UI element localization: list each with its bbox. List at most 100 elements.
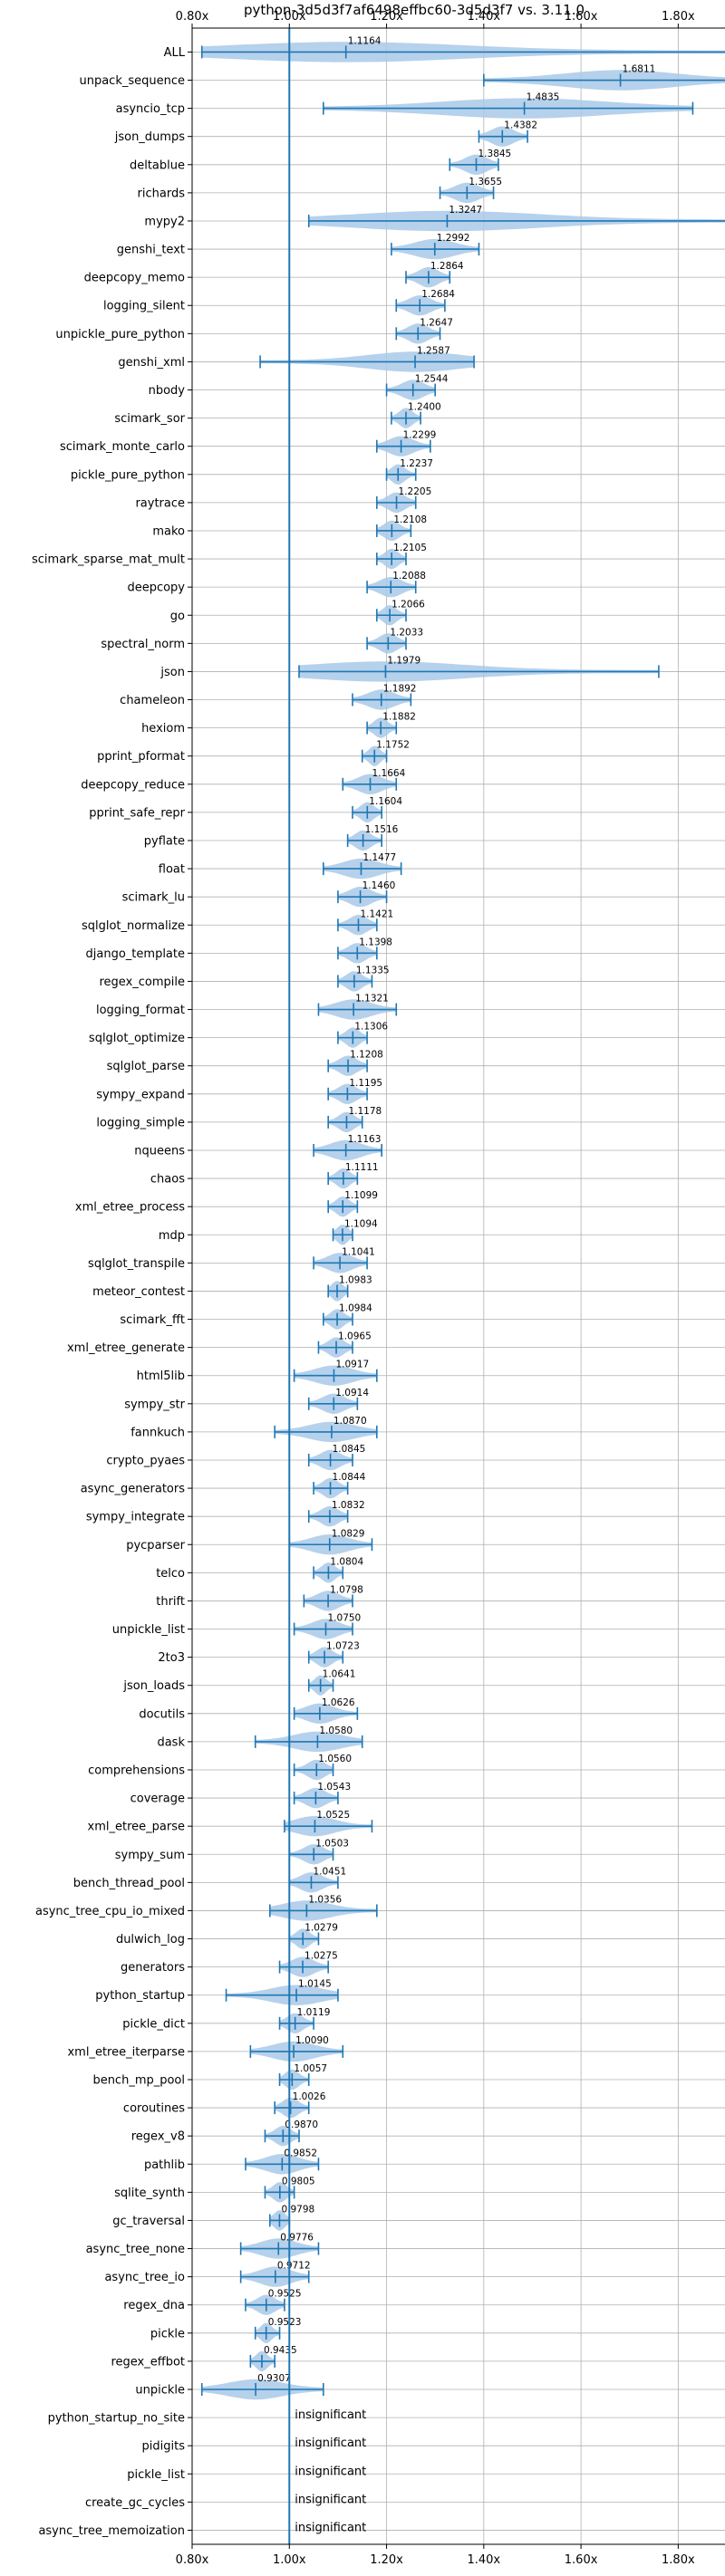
x-tick-label-top: 1.80x [662, 10, 695, 24]
benchmark-label: xml_etree_iterparse [67, 2045, 185, 2059]
benchmark-label: xml_etree_parse [88, 1821, 185, 1834]
benchmark-label: scimark_monte_carlo [60, 440, 185, 454]
value-label: 1.0525 [316, 1810, 350, 1821]
benchmark-label: sympy_expand [96, 1088, 185, 1101]
value-label: 1.0983 [339, 1274, 372, 1285]
value-label: 1.1752 [376, 740, 410, 751]
value-label: 1.3655 [469, 177, 502, 187]
x-tick-label-top: 1.20x [370, 10, 403, 24]
benchmark-label: comprehensions [88, 1764, 185, 1777]
axis-layer: 0.80x 0.80x 1.00x 1.00x 1.20x 1.20x 1.40x 1.40x… [32, 10, 695, 2567]
value-label: 1.1664 [372, 768, 406, 779]
value-label: 1.0804 [330, 1556, 363, 1567]
benchmark-label: pathlib [144, 2158, 185, 2172]
value-label: 1.1604 [369, 796, 402, 807]
benchmark-label: json [160, 666, 185, 679]
value-label: 1.2205 [399, 486, 432, 497]
value-label: 1.2105 [393, 543, 427, 553]
benchmark-label: deepcopy_reduce [81, 778, 185, 792]
benchmark-label: regex_effbot [111, 2355, 185, 2369]
value-label: 1.2992 [437, 233, 470, 244]
value-label: 1.0057 [294, 2063, 327, 2074]
value-label: 1.2647 [420, 317, 453, 328]
value-label: 0.9805 [282, 2176, 315, 2187]
value-label: 1.1164 [348, 35, 382, 46]
value-label: 1.0641 [323, 1669, 356, 1680]
benchmark-label: 2to3 [158, 1651, 185, 1665]
value-label: 1.0870 [334, 1416, 367, 1427]
benchmark-label: pycparser [126, 1539, 185, 1552]
benchmark-label: mako [152, 524, 185, 538]
benchmark-label: python_startup_no_site [48, 2412, 185, 2426]
value-label: 1.0119 [297, 2007, 331, 2018]
value-label: 1.0090 [295, 2035, 329, 2046]
benchmark-label: regex_dna [123, 2299, 185, 2312]
value-label: 1.0798 [330, 1584, 363, 1595]
value-label: 1.2684 [421, 289, 455, 300]
insignificant-label: insignificant [295, 2465, 366, 2478]
x-tick-label-bottom: 1.40x [467, 2553, 500, 2567]
marks-layer: 1.1164 1.6811 1.4835 1.4382 1.3845 1.3655 1.32… [200, 28, 725, 2544]
benchmark-label: thrift [156, 1595, 185, 1609]
benchmark-label: logging_silent [103, 300, 185, 313]
insignificant-label: insignificant [295, 2437, 366, 2450]
value-label: 1.2864 [430, 261, 464, 272]
value-label: 0.9523 [268, 2317, 302, 2328]
benchmark-label: richards [138, 187, 186, 200]
value-label: 1.1979 [387, 655, 420, 666]
value-label: 1.1398 [359, 937, 392, 947]
insignificant-label: insignificant [295, 2408, 366, 2422]
benchmark-label: genshi_xml [118, 356, 185, 370]
value-label: 0.9307 [257, 2373, 291, 2384]
value-label: 1.1477 [362, 852, 396, 863]
benchmark-label: logging_format [96, 1004, 185, 1017]
benchmark-label: genshi_text [117, 244, 185, 257]
value-label: 1.4835 [527, 92, 560, 103]
benchmark-label: ALL [164, 46, 186, 60]
value-label: 1.0580 [319, 1725, 353, 1736]
value-label: 1.0750 [328, 1613, 362, 1624]
value-label: 1.1178 [348, 1106, 382, 1117]
value-label: 1.1321 [355, 994, 389, 1004]
chart-title: python-3d5d3f7af6498effbc60-3d5d3f7 vs. … [244, 2, 585, 18]
value-label: 1.0844 [333, 1472, 366, 1483]
benchmark-label: unpickle_list [112, 1623, 185, 1637]
benchmark-label: unpickle_pure_python [55, 328, 185, 341]
value-label: 0.9852 [284, 2148, 317, 2158]
benchmark-label: spectral_norm [101, 638, 185, 651]
benchmark-label: async_tree_cpu_io_mixed [35, 1905, 185, 1918]
benchmark-label: async_tree_io [104, 2271, 185, 2284]
benchmark-label: django_template [86, 947, 185, 961]
benchmark-label: html5lib [137, 1370, 185, 1383]
benchmark-label: nqueens [134, 1144, 185, 1158]
value-label: 1.0626 [322, 1697, 355, 1708]
benchmark-label: python_startup [95, 1989, 185, 2003]
value-label: 1.0275 [304, 1951, 338, 1962]
benchmark-label: mypy2 [144, 215, 185, 228]
benchmark-label: mdp [159, 1229, 185, 1243]
benchmark-label: coverage [130, 1793, 185, 1806]
benchmark-label: chameleon [120, 694, 185, 707]
benchmark-label: xml_etree_generate [67, 1341, 185, 1355]
value-label: 1.1516 [365, 824, 399, 835]
benchmark-label: go [170, 610, 185, 623]
benchmark-label: dulwich_log [116, 1933, 185, 1946]
value-label: 1.1306 [354, 1022, 388, 1033]
value-label: 1.1882 [382, 712, 416, 723]
benchmark-label: pickle_pure_python [71, 468, 185, 482]
value-label: 1.0917 [335, 1360, 369, 1370]
value-label: 1.1421 [360, 908, 393, 919]
value-label: 1.1335 [356, 965, 390, 976]
value-label: 1.1208 [350, 1050, 383, 1061]
value-label: 1.2237 [400, 458, 433, 469]
value-label: 1.2066 [392, 599, 425, 610]
benchmark-label: coroutines [123, 2102, 185, 2116]
value-label: 0.9435 [264, 2345, 297, 2356]
x-tick-label-top: 1.60x [565, 10, 598, 24]
value-label: 1.1094 [344, 1218, 378, 1229]
value-label: 0.9712 [277, 2261, 311, 2272]
value-label: 1.1892 [383, 684, 417, 695]
benchmark-label: sympy_sum [115, 1849, 185, 1862]
